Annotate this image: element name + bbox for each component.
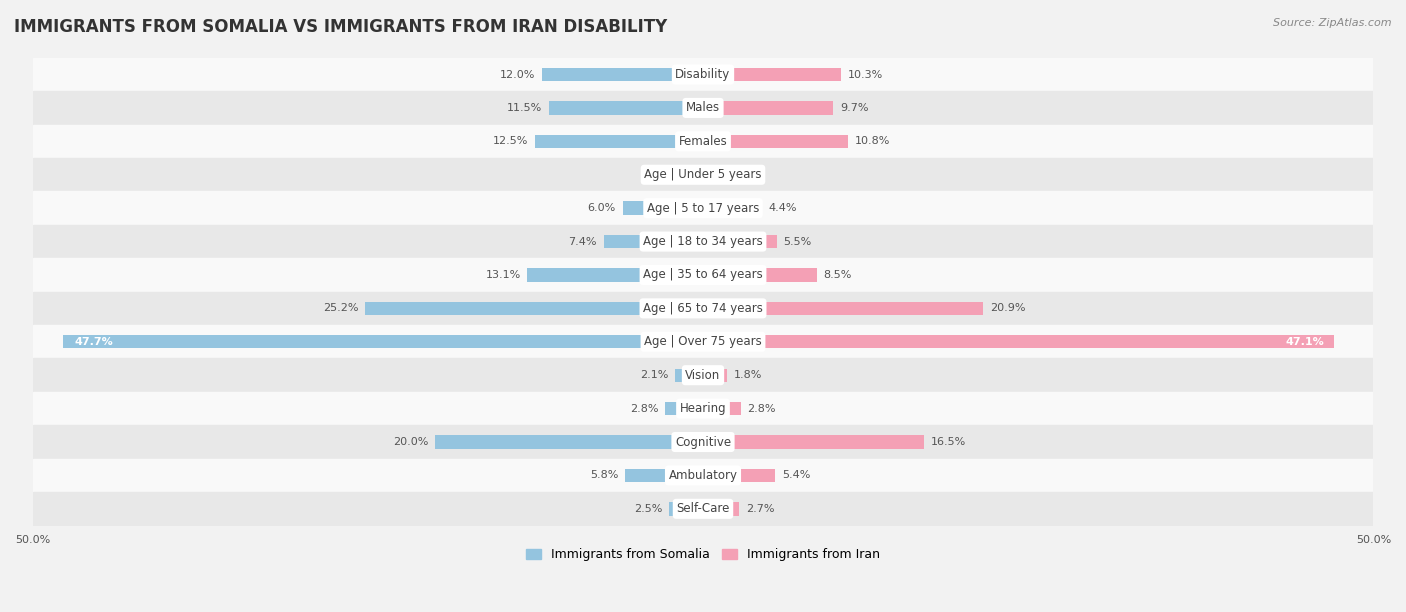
- Text: Age | 35 to 64 years: Age | 35 to 64 years: [643, 269, 763, 282]
- Bar: [665, 402, 703, 416]
- Bar: [32, 459, 1374, 492]
- Bar: [603, 235, 703, 248]
- Bar: [623, 201, 703, 215]
- Text: Age | 65 to 74 years: Age | 65 to 74 years: [643, 302, 763, 315]
- Text: 10.8%: 10.8%: [855, 136, 890, 146]
- Bar: [32, 325, 1374, 359]
- Text: 9.7%: 9.7%: [839, 103, 869, 113]
- Bar: [703, 302, 983, 315]
- Bar: [63, 335, 703, 348]
- Text: 1.8%: 1.8%: [734, 370, 762, 380]
- Text: 1.0%: 1.0%: [723, 170, 751, 180]
- Text: Disability: Disability: [675, 68, 731, 81]
- Text: Hearing: Hearing: [679, 402, 727, 415]
- Text: 1.3%: 1.3%: [651, 170, 679, 180]
- Text: 2.5%: 2.5%: [634, 504, 662, 514]
- Text: Age | Under 5 years: Age | Under 5 years: [644, 168, 762, 181]
- Legend: Immigrants from Somalia, Immigrants from Iran: Immigrants from Somalia, Immigrants from…: [520, 543, 886, 566]
- Bar: [32, 392, 1374, 425]
- Bar: [703, 135, 848, 148]
- Text: 25.2%: 25.2%: [323, 304, 359, 313]
- Text: 12.5%: 12.5%: [494, 136, 529, 146]
- Text: 20.0%: 20.0%: [392, 437, 429, 447]
- Text: 5.8%: 5.8%: [591, 471, 619, 480]
- Text: 2.1%: 2.1%: [640, 370, 668, 380]
- Text: 13.1%: 13.1%: [485, 270, 520, 280]
- Bar: [669, 502, 703, 515]
- Text: Females: Females: [679, 135, 727, 148]
- Text: Ambulatory: Ambulatory: [668, 469, 738, 482]
- Text: 16.5%: 16.5%: [931, 437, 966, 447]
- Bar: [703, 502, 740, 515]
- Bar: [543, 68, 703, 81]
- Bar: [703, 435, 924, 449]
- Bar: [703, 368, 727, 382]
- Text: 20.9%: 20.9%: [990, 304, 1025, 313]
- Bar: [703, 235, 776, 248]
- Text: Age | 5 to 17 years: Age | 5 to 17 years: [647, 202, 759, 215]
- Bar: [626, 469, 703, 482]
- Bar: [366, 302, 703, 315]
- Text: Self-Care: Self-Care: [676, 502, 730, 515]
- Bar: [32, 158, 1374, 192]
- Text: 47.1%: 47.1%: [1285, 337, 1324, 347]
- Text: 2.8%: 2.8%: [747, 403, 776, 414]
- Bar: [703, 335, 1334, 348]
- Text: 5.4%: 5.4%: [782, 471, 810, 480]
- Bar: [434, 435, 703, 449]
- Bar: [32, 359, 1374, 392]
- Text: Vision: Vision: [685, 368, 721, 382]
- Text: 6.0%: 6.0%: [588, 203, 616, 213]
- Bar: [32, 258, 1374, 292]
- Bar: [703, 201, 762, 215]
- Text: 7.4%: 7.4%: [568, 237, 598, 247]
- Bar: [32, 91, 1374, 125]
- Text: Age | Over 75 years: Age | Over 75 years: [644, 335, 762, 348]
- Text: 5.5%: 5.5%: [783, 237, 811, 247]
- Bar: [32, 492, 1374, 526]
- Bar: [32, 292, 1374, 325]
- Bar: [703, 68, 841, 81]
- Bar: [703, 101, 832, 114]
- Bar: [527, 268, 703, 282]
- Text: 10.3%: 10.3%: [848, 70, 883, 80]
- Text: 2.8%: 2.8%: [630, 403, 659, 414]
- Bar: [675, 368, 703, 382]
- Bar: [703, 469, 775, 482]
- Text: 8.5%: 8.5%: [824, 270, 852, 280]
- Text: 12.0%: 12.0%: [501, 70, 536, 80]
- Bar: [536, 135, 703, 148]
- Text: 4.4%: 4.4%: [769, 203, 797, 213]
- Text: Males: Males: [686, 102, 720, 114]
- Bar: [32, 125, 1374, 158]
- Bar: [686, 168, 703, 181]
- Text: Age | 18 to 34 years: Age | 18 to 34 years: [643, 235, 763, 248]
- Bar: [703, 402, 741, 416]
- Bar: [32, 225, 1374, 258]
- Bar: [32, 425, 1374, 459]
- Text: 11.5%: 11.5%: [506, 103, 543, 113]
- Bar: [703, 268, 817, 282]
- Bar: [32, 192, 1374, 225]
- Bar: [32, 58, 1374, 91]
- Text: IMMIGRANTS FROM SOMALIA VS IMMIGRANTS FROM IRAN DISABILITY: IMMIGRANTS FROM SOMALIA VS IMMIGRANTS FR…: [14, 18, 668, 36]
- Text: 2.7%: 2.7%: [747, 504, 775, 514]
- Text: Cognitive: Cognitive: [675, 436, 731, 449]
- Bar: [548, 101, 703, 114]
- Bar: [703, 168, 717, 181]
- Text: Source: ZipAtlas.com: Source: ZipAtlas.com: [1274, 18, 1392, 28]
- Text: 47.7%: 47.7%: [75, 337, 112, 347]
